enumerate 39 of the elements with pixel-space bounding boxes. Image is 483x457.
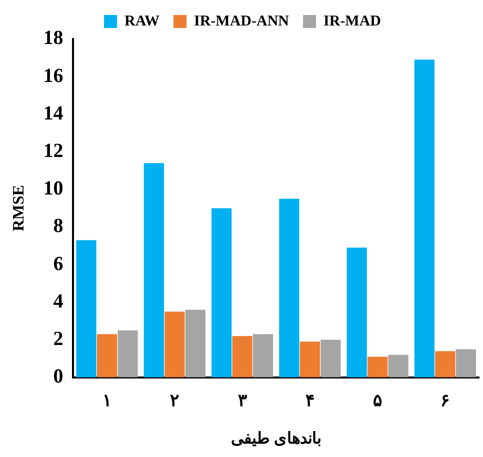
x-tick-label: ۱ — [102, 390, 112, 410]
legend-label: IR-MAD — [324, 13, 382, 30]
bar — [388, 354, 408, 378]
bar — [185, 310, 206, 378]
bar — [367, 356, 388, 378]
bar — [96, 334, 118, 378]
y-tick-label: 10 — [43, 178, 64, 200]
bar — [144, 163, 164, 378]
x-tick-label: ۵ — [373, 390, 382, 410]
x-axis-title: باندهای طیفی — [231, 430, 322, 448]
y-tick-label: 6 — [53, 252, 64, 275]
y-tick-label: 2 — [53, 328, 64, 350]
x-tick-label: ۴ — [305, 390, 314, 410]
y-tick-label: 12 — [43, 140, 64, 162]
legend-label: RAW — [124, 13, 160, 30]
bar — [118, 330, 138, 378]
y-axis-title: RMSE — [10, 185, 28, 232]
bar — [435, 351, 456, 378]
bar — [346, 248, 367, 378]
bar — [232, 336, 252, 378]
x-tick-label: ۶ — [440, 390, 450, 410]
legend-label: IR-MAD-ANN — [194, 13, 290, 30]
y-tick-label: 0 — [53, 366, 64, 388]
x-tick-label: ۲ — [170, 390, 180, 410]
y-tick-label: 8 — [53, 215, 64, 238]
y-tick-label: 18 — [43, 27, 64, 50]
y-tick-label: 14 — [43, 102, 64, 124]
bar — [414, 60, 434, 378]
bar — [252, 334, 274, 378]
bar — [164, 312, 185, 378]
y-tick-label: 4 — [53, 290, 64, 312]
bar — [211, 208, 232, 378]
x-tick-label: ۳ — [238, 390, 247, 410]
bar — [279, 198, 300, 378]
y-tick-label: 16 — [43, 64, 64, 87]
bar — [456, 349, 476, 378]
bar — [320, 340, 341, 378]
bar — [300, 342, 320, 378]
bar — [76, 240, 96, 378]
